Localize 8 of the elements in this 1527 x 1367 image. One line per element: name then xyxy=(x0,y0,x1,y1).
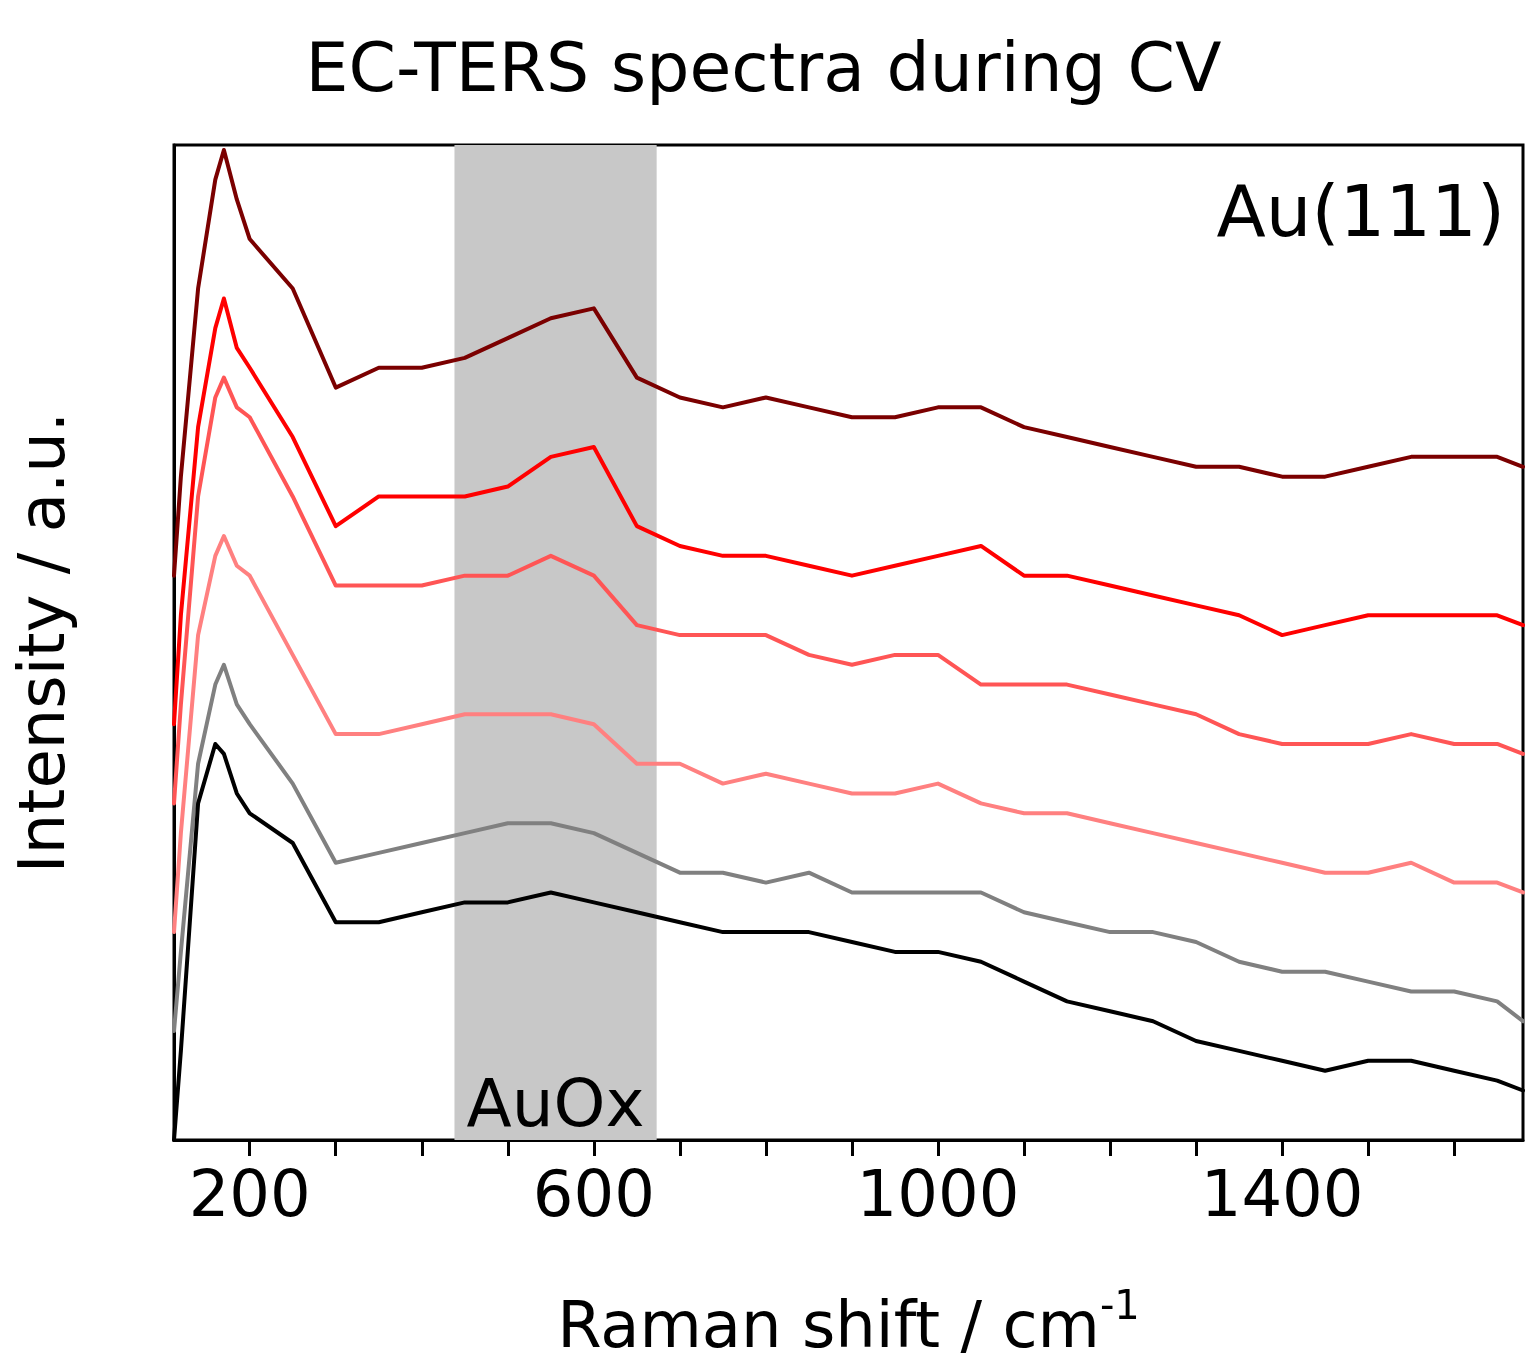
x-tick-label: 600 xyxy=(532,1157,655,1231)
annotation: Au(111) xyxy=(1216,169,1506,253)
x-tick-label: 200 xyxy=(188,1157,311,1231)
band-label: AuOx xyxy=(466,1064,645,1142)
chart-title: EC-TERS spectra during CV xyxy=(305,27,1222,107)
x-tick-label: 1400 xyxy=(1200,1157,1364,1231)
y-axis-title: Intensity / a.u. xyxy=(5,411,79,874)
x-tick-label: 1000 xyxy=(856,1157,1020,1231)
